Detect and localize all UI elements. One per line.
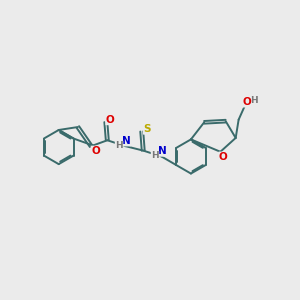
Text: H: H <box>250 96 258 105</box>
Text: O: O <box>219 152 228 162</box>
Text: O: O <box>91 146 100 156</box>
Text: H: H <box>115 141 123 150</box>
Text: N: N <box>158 146 167 156</box>
Text: S: S <box>143 124 151 134</box>
Text: H: H <box>151 152 159 160</box>
Text: N: N <box>122 136 130 146</box>
Text: O: O <box>106 115 115 125</box>
Text: O: O <box>242 97 251 107</box>
